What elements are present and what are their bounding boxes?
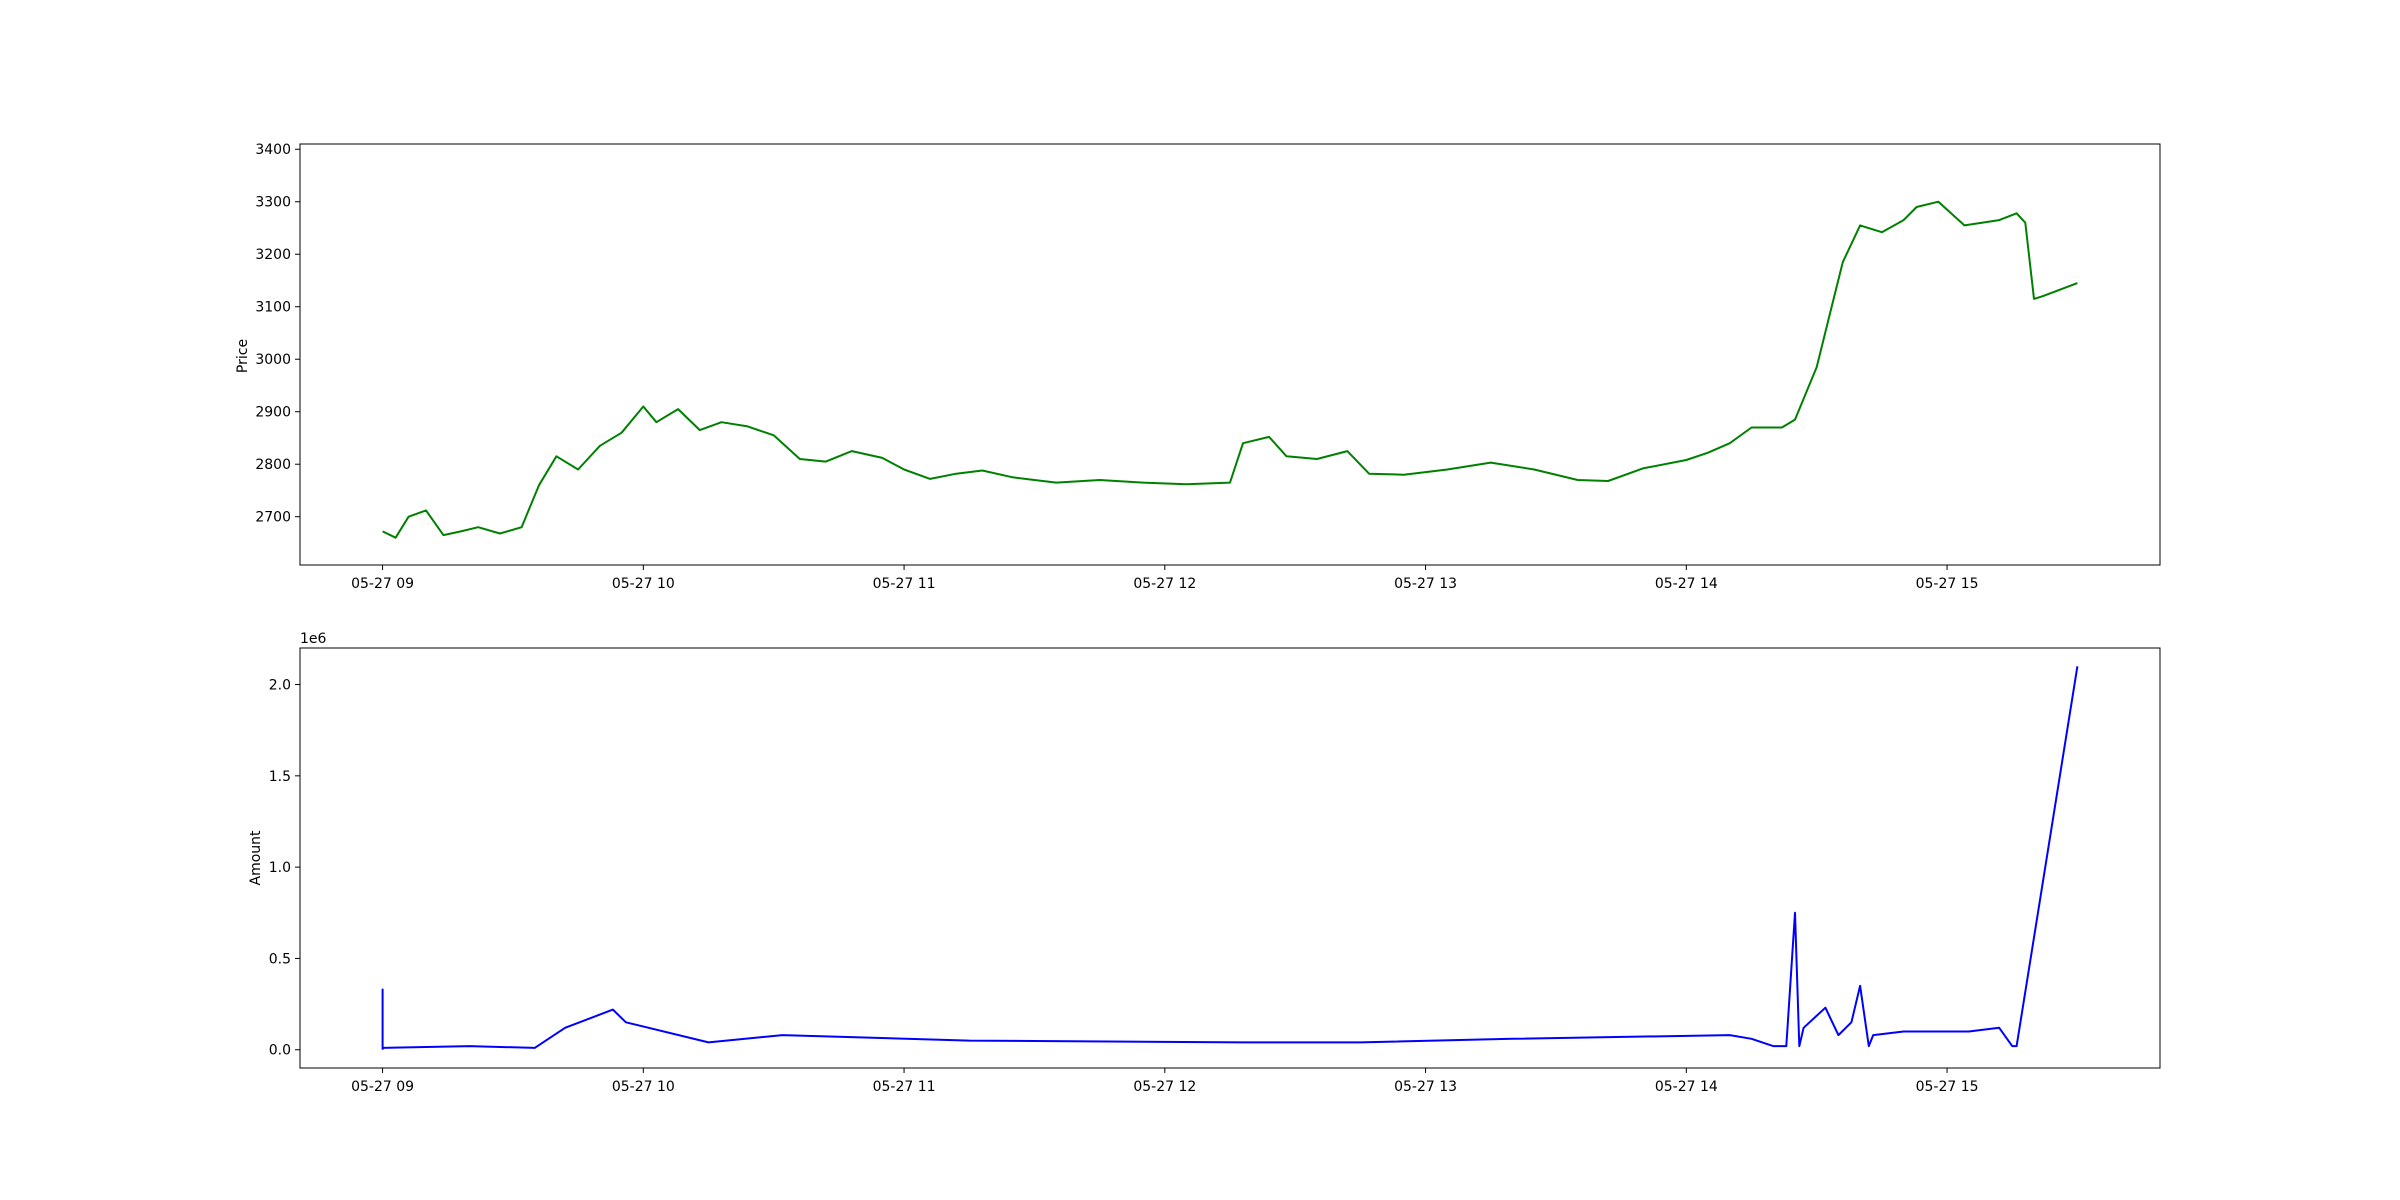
price-y-tick-label: 2800 xyxy=(255,457,291,473)
amount-series-line xyxy=(381,666,2079,1050)
price-x-tick-label: 05-27 10 xyxy=(612,576,675,592)
price-y-tick-label: 3400 xyxy=(255,142,291,158)
price-x-ticks: 05-27 09 05-27 10 05-27 11 05-27 12 05-27 13… xyxy=(351,565,1979,592)
amount-axes-frame xyxy=(299,647,2161,1069)
amount-x-tick-label: 05-27 09 xyxy=(351,1079,414,1095)
amount-x-ticks: 05-27 09 05-27 10 05-27 11 05-27 12 05-27 13… xyxy=(351,1068,1979,1095)
price-series-layer xyxy=(382,200,2078,539)
amount-x-tick-label: 05-27 10 xyxy=(612,1079,675,1095)
price-y-ticks: 2700 2800 2900 3000 3100 3200 3300 3400 xyxy=(255,142,300,526)
price-x-tick-label: 05-27 09 xyxy=(351,576,414,592)
amount-y-ticks: 0.0 0.5 1.0 1.5 2.0 xyxy=(269,678,300,1059)
price-x-tick-label: 05-27 13 xyxy=(1394,576,1457,592)
amount-y-tick-label: 0.5 xyxy=(269,951,291,967)
price-y-axis-label: Price xyxy=(235,339,251,373)
price-axes: 05-27 09 05-27 10 05-27 11 05-27 12 05-27 13… xyxy=(235,142,2161,592)
amount-y-tick-label: 1.5 xyxy=(269,769,291,785)
amount-x-tick-label: 05-27 13 xyxy=(1394,1079,1457,1095)
amount-y-axis-label: Amount xyxy=(248,830,264,886)
amount-y-tick-label: 1.0 xyxy=(269,860,291,876)
price-x-tick-label: 05-27 15 xyxy=(1916,576,1979,592)
amount-x-tick-label: 05-27 14 xyxy=(1655,1079,1718,1095)
amount-y-tick-label: 0.0 xyxy=(269,1043,291,1059)
price-x-tick-label: 05-27 14 xyxy=(1655,576,1718,592)
price-y-tick-label: 2900 xyxy=(255,405,291,421)
price-y-tick-label: 2700 xyxy=(255,510,291,526)
amount-axes: 05-27 09 05-27 10 05-27 11 05-27 12 05-27 13… xyxy=(248,631,2161,1095)
price-x-tick-label: 05-27 11 xyxy=(873,576,936,592)
amount-y-offset-label: 1e6 xyxy=(300,631,327,647)
amount-x-tick-label: 05-27 11 xyxy=(873,1079,936,1095)
amount-series-layer xyxy=(381,666,2079,1050)
amount-y-tick-label: 2.0 xyxy=(269,678,291,694)
price-y-tick-label: 3300 xyxy=(255,195,291,211)
price-y-tick-label: 3000 xyxy=(255,352,291,368)
amount-x-tick-label: 05-27 15 xyxy=(1916,1079,1979,1095)
price-series-line xyxy=(382,200,2078,539)
price-y-tick-label: 3200 xyxy=(255,247,291,263)
price-x-tick-label: 05-27 12 xyxy=(1133,576,1196,592)
price-y-tick-label: 3100 xyxy=(255,300,291,316)
price-axes-frame xyxy=(299,143,2161,566)
amount-x-tick-label: 05-27 12 xyxy=(1133,1079,1196,1095)
